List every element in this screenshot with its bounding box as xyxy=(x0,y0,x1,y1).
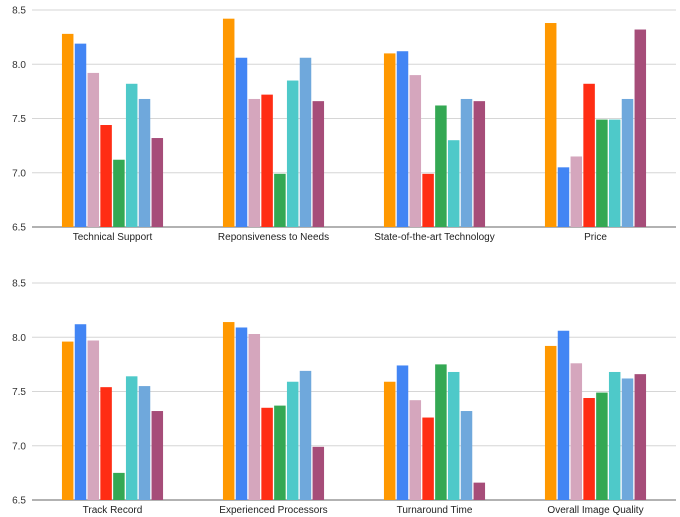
bar xyxy=(248,98,261,227)
category-label: State-of-the-art Technology xyxy=(374,232,494,243)
bar xyxy=(447,371,460,500)
y-tick-label: 7.0 xyxy=(12,168,26,179)
y-tick-label: 8.0 xyxy=(12,333,26,344)
bar xyxy=(286,80,299,227)
category-label: Price xyxy=(584,232,607,243)
bar xyxy=(113,159,125,227)
category-label: Technical Support xyxy=(73,232,153,243)
bar xyxy=(409,400,422,500)
bar xyxy=(396,51,409,228)
category-label: Experienced Processors xyxy=(219,505,327,516)
bar xyxy=(409,75,422,227)
bar xyxy=(286,381,299,500)
bar xyxy=(222,18,235,228)
bar xyxy=(87,72,100,228)
bar xyxy=(113,472,125,501)
bar xyxy=(261,94,273,227)
bar xyxy=(557,167,570,227)
category-label: Reponsiveness to Needs xyxy=(218,232,329,243)
bar xyxy=(100,125,112,227)
y-tick-label: 7.5 xyxy=(12,114,26,125)
bar xyxy=(235,327,248,500)
bar xyxy=(87,340,100,500)
bar xyxy=(151,411,164,500)
category-label: Overall Image Quality xyxy=(547,505,643,516)
bar xyxy=(235,57,248,227)
bar xyxy=(396,365,409,500)
bar xyxy=(583,83,595,227)
bar xyxy=(74,43,87,227)
bar xyxy=(435,105,447,227)
bar xyxy=(583,398,595,500)
bar xyxy=(299,370,312,500)
y-tick-label: 8.5 xyxy=(12,279,26,290)
bar xyxy=(544,23,557,227)
bar xyxy=(138,386,151,500)
bar xyxy=(61,341,74,500)
bar xyxy=(460,98,473,227)
y-tick-label: 6.5 xyxy=(12,223,26,234)
y-tick-label: 7.0 xyxy=(12,441,26,452)
bar xyxy=(383,53,396,228)
bar xyxy=(312,446,325,500)
bar xyxy=(100,387,112,500)
bar xyxy=(460,411,473,500)
bar xyxy=(557,330,570,500)
bar xyxy=(634,29,647,228)
bar xyxy=(596,119,608,227)
y-tick-label: 6.5 xyxy=(12,496,26,507)
bar xyxy=(274,173,286,227)
bar xyxy=(608,371,621,500)
y-tick-label: 8.0 xyxy=(12,60,26,71)
bar xyxy=(570,156,583,227)
bar xyxy=(383,381,396,500)
bar xyxy=(422,417,434,500)
category-label: Track Record xyxy=(83,505,143,516)
bar xyxy=(596,392,608,500)
bar xyxy=(473,482,486,500)
y-tick-label: 7.5 xyxy=(12,387,26,398)
bar xyxy=(435,364,447,501)
bar xyxy=(422,173,434,227)
bar xyxy=(299,57,312,227)
bar xyxy=(621,378,634,500)
bar xyxy=(74,324,87,500)
bar xyxy=(473,101,486,227)
bar xyxy=(125,376,138,500)
bar xyxy=(151,138,164,227)
bar xyxy=(634,374,647,500)
bar xyxy=(570,363,583,500)
bar xyxy=(248,334,261,500)
bar xyxy=(312,101,325,227)
y-tick-label: 8.5 xyxy=(12,6,26,17)
bar xyxy=(274,405,286,500)
bar xyxy=(222,322,235,500)
bar xyxy=(61,33,74,228)
bar xyxy=(447,140,460,227)
bar xyxy=(608,119,621,227)
bar xyxy=(261,407,273,500)
category-label: Turnaround Time xyxy=(397,505,473,516)
bar xyxy=(621,98,634,227)
bar xyxy=(125,83,138,227)
bar xyxy=(544,345,557,500)
bar xyxy=(138,98,151,227)
